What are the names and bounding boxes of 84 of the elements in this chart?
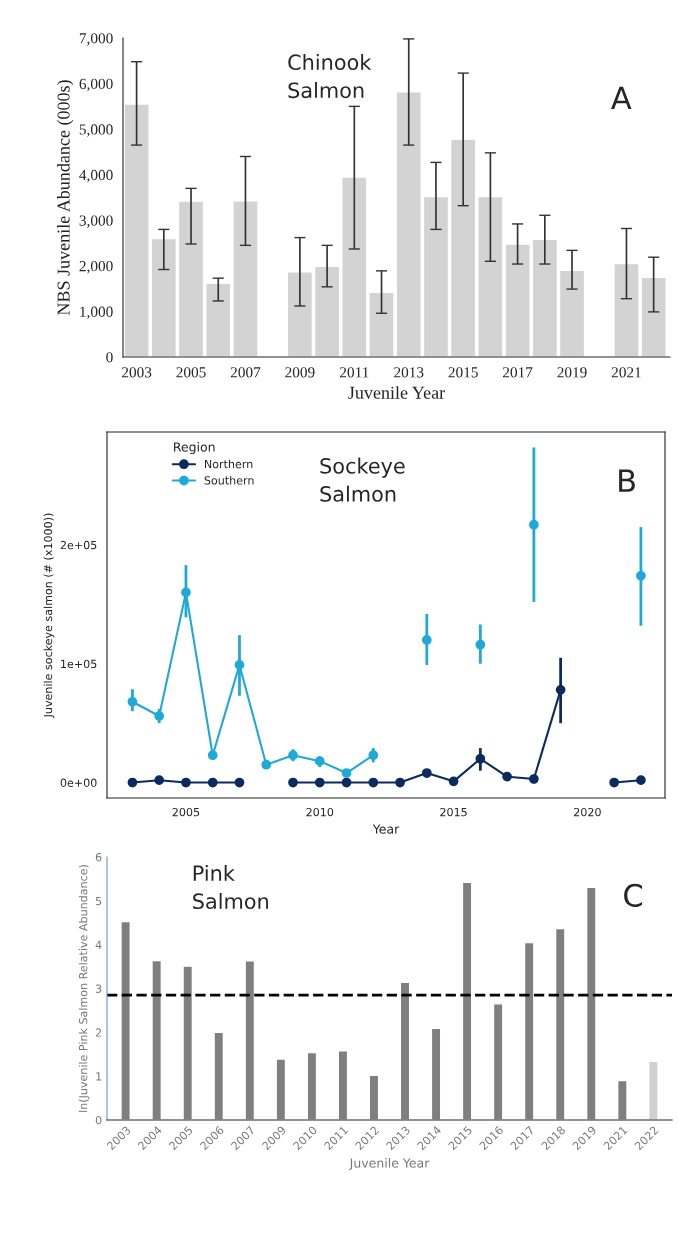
bar xyxy=(368,1074,380,1120)
legend-title: Region xyxy=(174,442,215,455)
annotation: C xyxy=(624,883,643,907)
point xyxy=(421,768,432,778)
point xyxy=(314,777,325,788)
y-axis-title: ln(Juvenile Pink Salmon Relative Abundance) xyxy=(78,865,90,1112)
point xyxy=(207,750,218,761)
point xyxy=(368,777,379,788)
y-tick-label: 4 xyxy=(95,940,102,949)
x-axis-title: Juvenile Year xyxy=(349,1158,430,1171)
point xyxy=(288,777,298,788)
y-tick-label: 5,000 xyxy=(79,124,113,137)
y-tick-label: 2e+05 xyxy=(60,540,97,550)
x-tick-label: 2019 xyxy=(557,367,587,378)
y-tick-label: 1 xyxy=(96,1072,102,1081)
y-tick-label: 6,000 xyxy=(79,78,113,92)
annotation: Sockeye Salmon xyxy=(320,457,405,502)
x-tick-label: 2011 xyxy=(340,367,369,378)
annotation: Chinook Salmon xyxy=(288,53,372,99)
bar xyxy=(585,886,597,1120)
legend-label: Southern xyxy=(204,475,254,485)
legend-label: Northern xyxy=(205,459,253,469)
y-tick-label: 6 xyxy=(95,852,102,862)
bar xyxy=(399,981,411,1120)
bar xyxy=(492,1003,504,1120)
bar xyxy=(648,1060,659,1120)
point xyxy=(261,759,272,770)
bar xyxy=(182,965,194,1120)
point xyxy=(529,774,539,784)
x-tick-label: 2005 xyxy=(176,367,206,378)
y-axis-title: Juvenile sockeye salmon (# (x1000)) xyxy=(43,513,55,718)
bar xyxy=(461,881,473,1120)
y-tick-label: 3 xyxy=(95,984,102,993)
x-tick-label: 2017 xyxy=(502,367,533,378)
bar xyxy=(616,1079,628,1120)
bar xyxy=(554,927,566,1120)
x-tick-label: 2021 xyxy=(611,367,641,378)
bar xyxy=(306,1051,318,1120)
point xyxy=(502,771,512,782)
x-axis-title: Juvenile Year xyxy=(348,386,445,399)
bar xyxy=(244,960,256,1120)
y-tick-label: 1,000 xyxy=(80,306,113,320)
bar xyxy=(275,1058,287,1120)
bar xyxy=(430,1027,442,1120)
y-tick-label: 1e+05 xyxy=(61,659,97,669)
bar xyxy=(213,1031,225,1120)
y-tick-label: 5 xyxy=(95,896,102,906)
x-tick-label: 2010 xyxy=(306,807,334,817)
point xyxy=(341,777,352,788)
point xyxy=(234,777,245,788)
y-tick-label: 3,000 xyxy=(79,215,113,228)
annotation: B xyxy=(619,469,635,492)
x-axis-title: Year xyxy=(372,824,400,834)
y-tick-label: 0 xyxy=(95,1115,102,1125)
y-tick-label: 4,000 xyxy=(79,169,113,183)
y-tick-label: 7,000 xyxy=(79,33,113,46)
bar xyxy=(151,959,163,1120)
y-tick-label: 0e+00 xyxy=(60,778,97,787)
bar xyxy=(120,920,131,1120)
annotation: A xyxy=(611,86,632,110)
y-tick-label: 2 xyxy=(95,1028,102,1037)
point xyxy=(448,776,459,787)
y-tick-label: 0 xyxy=(106,352,113,363)
point xyxy=(207,777,218,788)
point xyxy=(636,775,646,786)
x-tick-label: 2020 xyxy=(574,807,601,817)
bar xyxy=(337,1050,349,1120)
x-tick-label: 2015 xyxy=(440,807,467,817)
x-tick-label: 2015 xyxy=(448,367,478,378)
point xyxy=(609,777,620,788)
y-tick-label: 2,000 xyxy=(79,261,113,274)
point xyxy=(395,777,405,788)
point xyxy=(154,775,165,786)
bar xyxy=(523,941,535,1120)
point xyxy=(181,777,191,788)
x-tick-label: 2003 xyxy=(122,367,152,378)
point xyxy=(341,768,352,778)
y-axis-title: NBS Juvenile Abundance (000s) xyxy=(56,80,74,316)
point xyxy=(127,777,138,788)
annotation: Pink Salmon xyxy=(193,864,268,910)
x-tick-label: 2007 xyxy=(230,367,261,378)
x-tick-label: 2009 xyxy=(285,367,315,378)
x-tick-label: 2013 xyxy=(394,367,424,378)
x-tick-label: 2005 xyxy=(172,807,200,817)
